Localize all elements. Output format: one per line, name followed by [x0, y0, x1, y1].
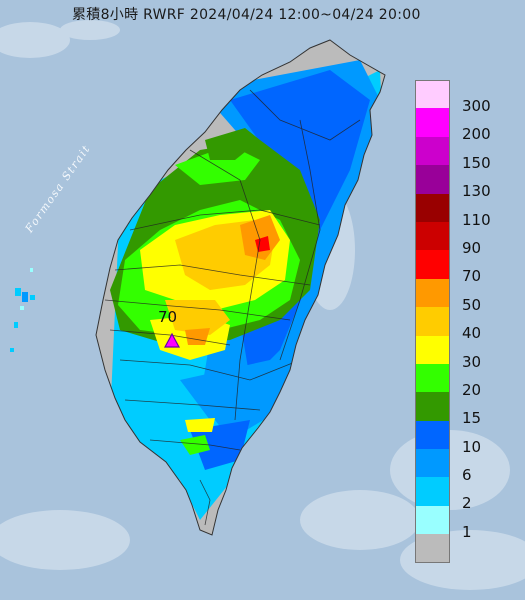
legend-row: 70	[412, 250, 512, 285]
station-value-label: 70	[158, 308, 178, 326]
taiwan-coastline	[95, 39, 386, 536]
legend-swatch	[415, 335, 450, 364]
legend-label: 150	[462, 153, 491, 172]
legend-row: 300	[412, 80, 512, 115]
legend-label: 30	[462, 352, 482, 371]
legend-swatch	[415, 221, 450, 251]
legend-swatch	[415, 307, 450, 336]
legend-label: 6	[462, 466, 472, 485]
legend-swatch	[415, 392, 450, 421]
legend-swatch	[415, 363, 450, 393]
legend-swatch	[415, 80, 450, 109]
legend-label: 20	[462, 380, 482, 399]
legend-row: 90	[412, 221, 512, 257]
legend-swatch	[415, 477, 450, 506]
legend-label: 1	[462, 522, 472, 541]
legend-row: 40	[412, 307, 512, 342]
legend-label: 110	[462, 210, 491, 229]
legend-row: 2	[412, 477, 512, 512]
legend-swatch	[415, 250, 450, 279]
legend-label: 70	[462, 267, 482, 286]
legend-row: 10	[412, 420, 512, 456]
legend-swatch	[415, 534, 450, 563]
legend-row: 200	[412, 108, 512, 143]
legend-row: 30	[412, 335, 512, 371]
legend-row: 130	[412, 165, 512, 200]
map-title: 累積8小時 RWRF 2024/04/24 12:00~04/24 20:00	[72, 7, 421, 23]
legend-swatch	[415, 193, 450, 222]
legend-label: 300	[462, 97, 491, 115]
legend-label: 15	[462, 409, 482, 428]
legend-row: 6	[412, 449, 512, 484]
legend-swatch	[415, 136, 450, 166]
legend-row: 110	[412, 193, 512, 229]
max-rain-marker	[163, 332, 181, 348]
legend-label: 90	[462, 238, 482, 257]
legend-swatch	[415, 108, 450, 137]
legend-label: 40	[462, 324, 482, 343]
legend-row	[412, 534, 512, 563]
legend-swatch	[415, 278, 450, 308]
legend-label: 2	[462, 494, 472, 513]
rainfall-legend: 300 200 150 130 110 90 70 50 40 30 20 15 10 6 2 1	[412, 80, 512, 563]
legend-swatch	[415, 165, 450, 194]
legend-label: 130	[462, 182, 491, 201]
legend-row: 150	[412, 136, 512, 172]
legend-label: 50	[462, 295, 482, 314]
legend-row: 1	[412, 505, 512, 541]
legend-label: 200	[462, 125, 491, 144]
legend-row: 15	[412, 392, 512, 427]
legend-label: 10	[462, 437, 482, 456]
legend-row: 20	[412, 363, 512, 399]
legend-swatch	[415, 449, 450, 478]
legend-swatch	[415, 420, 450, 450]
legend-swatch	[415, 505, 450, 535]
legend-row: 50	[412, 278, 512, 314]
offshore-rain-cells	[10, 268, 35, 352]
